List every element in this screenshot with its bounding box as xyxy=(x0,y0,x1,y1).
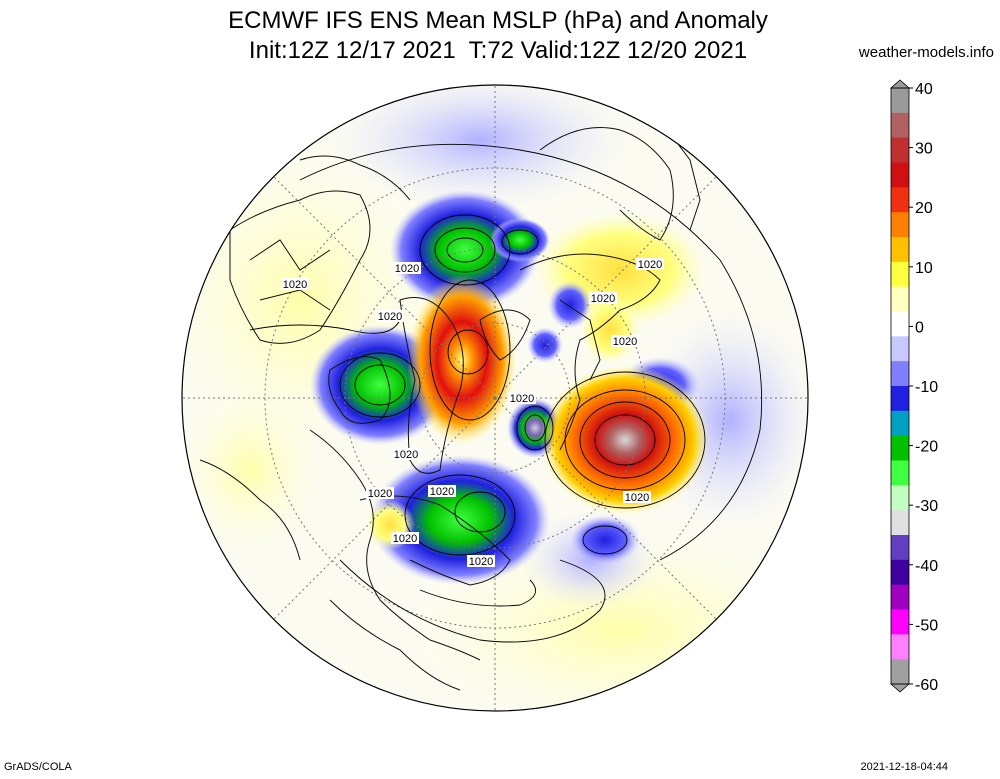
contour-label-box xyxy=(393,262,421,274)
contour-label: 1020 xyxy=(469,556,493,568)
contour-label-box xyxy=(391,532,419,544)
colorbar-tick-label: 30 xyxy=(915,141,933,158)
colorbar-swatch xyxy=(891,88,909,114)
colorbar-swatch xyxy=(891,162,909,188)
footer-software: GrADS/COLA xyxy=(4,761,72,773)
contour-label: 1020 xyxy=(430,486,454,498)
colorbar-swatch xyxy=(891,435,909,461)
colorbar-swatch xyxy=(891,361,909,387)
colorbar-swatch xyxy=(891,286,909,312)
colorbar-arrow-top xyxy=(889,79,911,89)
contour-label-box xyxy=(392,448,420,460)
contour-label-box xyxy=(281,278,309,290)
polar-map: 1020 1020 1020 1020 1020 1020 1020 1020 1020 1020… xyxy=(182,85,808,711)
colorbar-swatch xyxy=(891,510,909,536)
contour-label: 1020 xyxy=(394,449,418,461)
colorbar-tick-label: 40 xyxy=(915,81,933,98)
contour-label-box xyxy=(623,491,651,503)
contour-labels: 1020 1020 1020 1020 1020 1020 1020 1020 1020 1020… xyxy=(281,258,664,568)
colorbar-tick-label: -40 xyxy=(915,558,938,575)
colorbar-swatch xyxy=(891,535,909,561)
colorbar-swatch xyxy=(891,659,909,685)
colorbar-swatch xyxy=(891,485,909,511)
colorbar-tick-label: -10 xyxy=(915,379,938,396)
colorbar-swatch xyxy=(891,187,909,213)
colorbar-swatch xyxy=(891,237,909,263)
contour-label-box xyxy=(611,335,639,347)
colorbar: 40 30 20 10 0 -10 -20 -30 -40 -50 -60 xyxy=(889,79,938,694)
contour-label: 1020 xyxy=(395,263,419,275)
colorbar-swatch xyxy=(891,261,909,288)
colorbar-swatch xyxy=(891,212,909,238)
contour-label: 1020 xyxy=(368,488,392,500)
source-credit: weather-models.info xyxy=(858,44,994,61)
colorbar-tick-label: 10 xyxy=(915,260,933,277)
colorbar-arrow-bottom xyxy=(889,683,911,693)
colorbar-swatch xyxy=(891,137,909,163)
contour-label-box xyxy=(366,487,394,499)
colorbar-swatch xyxy=(891,460,909,486)
contour-label: 1020 xyxy=(638,259,662,271)
colorbar-swatch xyxy=(891,609,909,635)
contour-label: 1020 xyxy=(510,393,534,405)
colorbar-swatch xyxy=(891,584,909,610)
colorbar-tick-label: -20 xyxy=(915,439,938,456)
colorbar-tick-label: -50 xyxy=(915,617,938,634)
contour-label-box xyxy=(428,485,456,497)
contour-label: 1020 xyxy=(283,279,307,291)
colorbar-swatch xyxy=(891,386,909,412)
chart-subtitle: Init:12Z 12/17 2021 T:72 Valid:12Z 12/20… xyxy=(248,37,748,64)
map-border xyxy=(181,84,809,712)
chart-title: ECMWF IFS ENS Mean MSLP (hPa) and Anomal… xyxy=(228,7,768,34)
colorbar-swatch xyxy=(891,410,909,437)
colorbar-tick-label: -60 xyxy=(915,677,938,694)
footer-timestamp: 2021-12-18-04:44 xyxy=(860,761,948,773)
contour-label-box xyxy=(589,292,617,304)
contour-label-box xyxy=(467,555,495,567)
colorbar-tick-label: 20 xyxy=(915,200,933,217)
contour-label-box xyxy=(636,258,664,270)
contour-label: 1020 xyxy=(591,293,615,305)
colorbar-tick-label: 0 xyxy=(915,319,924,336)
contour-label: 1020 xyxy=(625,492,649,504)
colorbar-swatch xyxy=(891,336,909,362)
contour-label-box xyxy=(376,310,404,322)
contour-label: 1020 xyxy=(613,336,637,348)
colorbar-tick-label: -30 xyxy=(915,498,938,515)
contour-label: 1020 xyxy=(393,533,417,545)
colorbar-swatch xyxy=(891,112,909,139)
colorbar-swatch xyxy=(891,559,909,586)
colorbar-swatch xyxy=(891,634,909,660)
contour-label-box xyxy=(508,392,536,404)
colorbar-swatch xyxy=(891,311,909,337)
contour-label: 1020 xyxy=(378,311,402,323)
